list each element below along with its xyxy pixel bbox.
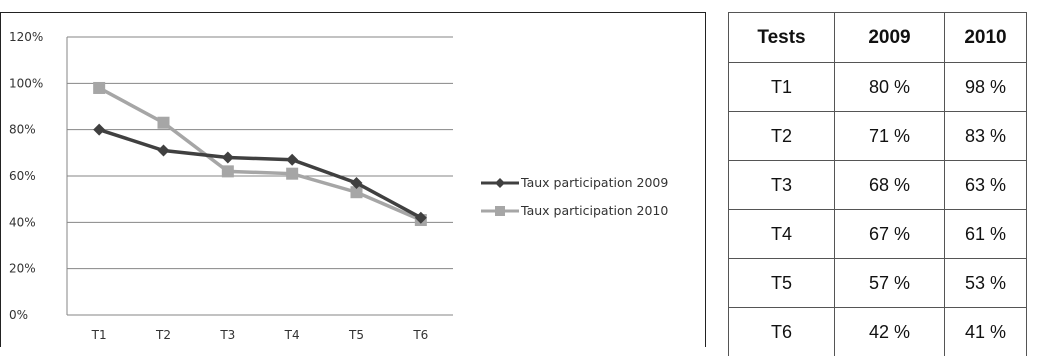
cell-test: T4 (729, 210, 835, 259)
x-tick-label: T2 (155, 328, 171, 342)
legend-marker (495, 206, 505, 216)
line-chart-panel: 0% 20% 40% 60% 80% 100% 120% T1 T2 T3 T4 T5 T6 Taux p… (0, 12, 706, 347)
cell-2010: 53 % (945, 259, 1027, 308)
legend-label: Taux participation 2010 (520, 203, 668, 218)
table-row: T1 80 % 98 % (729, 63, 1027, 112)
series-line (99, 88, 421, 220)
y-tick-label: 80% (9, 123, 36, 137)
header-2009: 2009 (835, 13, 945, 63)
table-row: T3 68 % 63 % (729, 161, 1027, 210)
cell-test: T6 (729, 308, 835, 356)
data-point-marker (222, 151, 234, 163)
y-tick-label: 20% (9, 262, 36, 276)
table-row: T4 67 % 61 % (729, 210, 1027, 259)
cell-2009: 57 % (835, 259, 945, 308)
cell-test: T1 (729, 63, 835, 112)
table-row: T6 42 % 41 % (729, 308, 1027, 356)
data-point-marker (158, 145, 170, 157)
cell-test: T2 (729, 112, 835, 161)
table-row: T5 57 % 53 % (729, 259, 1027, 308)
cell-2009: 68 % (835, 161, 945, 210)
y-tick-label: 40% (9, 215, 36, 229)
legend-label: Taux participation 2009 (520, 175, 668, 190)
x-tick-label: T1 (91, 328, 107, 342)
header-2010: 2010 (945, 13, 1027, 63)
legend-marker (495, 178, 505, 188)
y-tick-label: 60% (9, 169, 36, 183)
x-tick-label: T6 (412, 328, 428, 342)
cell-2009: 42 % (835, 308, 945, 356)
data-point-marker (286, 168, 298, 180)
cell-2010: 98 % (945, 63, 1027, 112)
line-chart: 0% 20% 40% 60% 80% 100% 120% T1 T2 T3 T4 T5 T6 Taux p… (1, 13, 707, 348)
x-tick-label: T3 (219, 328, 235, 342)
cell-test: T3 (729, 161, 835, 210)
x-tick-label: T4 (284, 328, 300, 342)
cell-2010: 61 % (945, 210, 1027, 259)
cell-2009: 71 % (835, 112, 945, 161)
cell-2010: 63 % (945, 161, 1027, 210)
cell-test: T5 (729, 259, 835, 308)
data-point-marker (286, 154, 298, 166)
data-point-marker (158, 117, 170, 129)
data-point-marker (93, 82, 105, 94)
data-point-marker (93, 124, 105, 136)
cell-2010: 83 % (945, 112, 1027, 161)
y-tick-label: 0% (9, 308, 28, 322)
header-tests: Tests (729, 13, 835, 63)
table-row: T2 71 % 83 % (729, 112, 1027, 161)
cell-2009: 67 % (835, 210, 945, 259)
y-tick-label: 100% (9, 76, 43, 90)
participation-table: Tests 2009 2010 T1 80 % 98 % T2 71 % 83 … (728, 12, 1027, 356)
x-tick-label: T5 (348, 328, 364, 342)
y-tick-label: 120% (9, 30, 43, 44)
table-header-row: Tests 2009 2010 (729, 13, 1027, 63)
data-point-marker (222, 165, 234, 177)
cell-2010: 41 % (945, 308, 1027, 356)
cell-2009: 80 % (835, 63, 945, 112)
